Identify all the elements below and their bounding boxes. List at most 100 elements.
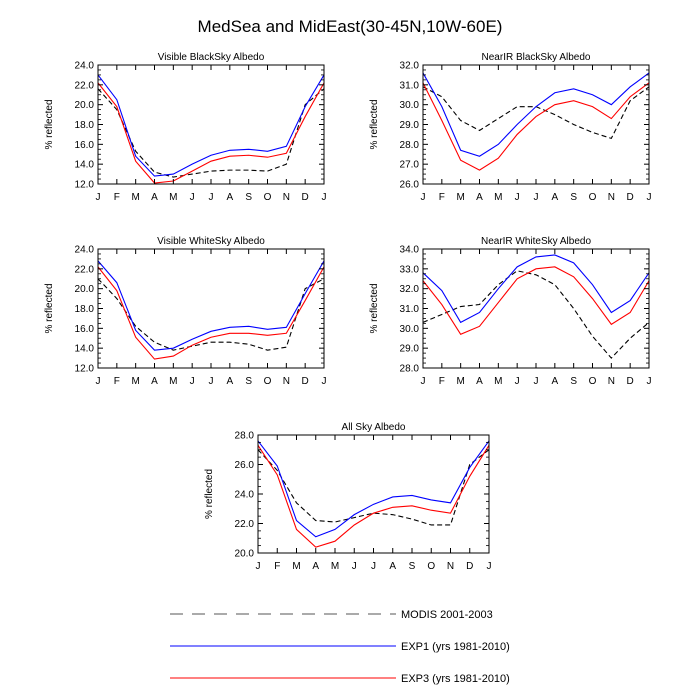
legend-label: EXP3 (yrs 1981-2010) xyxy=(401,673,510,685)
y-tick-label: 14.0 xyxy=(75,344,95,355)
panel-title: All Sky Albedo xyxy=(342,422,406,433)
y-tick-label: 31.0 xyxy=(400,304,420,315)
x-tick-label: N xyxy=(608,192,615,203)
x-tick-label: J xyxy=(256,561,261,572)
series-line-modis xyxy=(257,449,490,526)
x-tick-label: J xyxy=(534,192,539,203)
x-tick-label: J xyxy=(190,192,195,203)
y-tick-label: 22.0 xyxy=(75,80,95,91)
x-tick-label: J xyxy=(647,376,652,387)
y-tick-label: 28.0 xyxy=(400,364,420,375)
panel-title: NearIR BlackSky Albedo xyxy=(482,52,591,63)
y-tick-label: 22.0 xyxy=(75,264,95,275)
y-tick-label: 26.0 xyxy=(235,460,255,471)
x-tick-label: F xyxy=(439,376,445,387)
y-axis-label: % reflected xyxy=(44,283,55,333)
x-tick-label: A xyxy=(151,376,158,387)
y-tick-label: 32.0 xyxy=(400,284,420,295)
x-tick-label: A xyxy=(551,192,558,203)
x-tick-label: M xyxy=(131,376,139,387)
y-tick-label: 14.0 xyxy=(75,160,95,171)
panel-visible-blacksky-albedo: Visible BlackSky Albedo 12.0 14.0 16.0 18.0 2… xyxy=(44,52,327,203)
panel-nearir-whitesky-albedo: NearIR WhiteSky Albedo 28.0 29.0 30.0 31.0 32… xyxy=(369,236,652,387)
x-tick-label: A xyxy=(151,192,158,203)
series-line-exp1 xyxy=(257,440,490,538)
y-tick-label: 31.0 xyxy=(400,80,420,91)
y-axis-label: % reflected xyxy=(44,99,55,149)
x-tick-label: J xyxy=(322,376,327,387)
x-tick-label: S xyxy=(245,376,252,387)
x-tick-label: J xyxy=(421,376,426,387)
series-line-exp3 xyxy=(97,82,325,184)
plot-frame xyxy=(97,248,325,369)
x-tick-label: S xyxy=(570,192,577,203)
x-tick-label: J xyxy=(515,376,520,387)
legend-item-exp1: EXP1 (yrs 1981-2010) xyxy=(170,641,510,653)
x-tick-label: J xyxy=(421,192,426,203)
y-tick-label: 29.0 xyxy=(400,344,420,355)
x-tick-label: O xyxy=(589,376,597,387)
legend: MODIS 2001-2003 EXP1 (yrs 1981-2010) EXP3 … xyxy=(170,609,510,685)
panel-visible-whitesky-albedo: Visible WhiteSky Albedo 12.0 14.0 16.0 18.0 2… xyxy=(44,236,327,387)
x-tick-label: D xyxy=(627,192,634,203)
x-tick-label: A xyxy=(226,192,233,203)
y-tick-label: 18.0 xyxy=(75,304,95,315)
panel-all-sky-albedo: All Sky Albedo 20.0 22.0 24.0 26.0 28.0 J F M A M J… xyxy=(204,422,492,572)
x-tick-label: D xyxy=(466,561,473,572)
figure-title: MedSea and MidEast(30-45N,10W-60E) xyxy=(198,17,503,36)
x-tick-label: M xyxy=(331,561,339,572)
x-tick-label: J xyxy=(190,376,195,387)
y-axis-label: % reflected xyxy=(204,469,215,519)
y-tick-label: 22.0 xyxy=(235,519,255,530)
x-tick-label: F xyxy=(274,561,280,572)
legend-item-exp3: EXP3 (yrs 1981-2010) xyxy=(170,673,510,685)
x-tick-label: D xyxy=(627,376,634,387)
y-tick-label: 16.0 xyxy=(75,140,95,151)
x-tick-label: D xyxy=(302,376,309,387)
y-tick-label: 28.0 xyxy=(235,431,255,442)
x-tick-label: J xyxy=(487,561,492,572)
y-tick-label: 30.0 xyxy=(400,324,420,335)
y-tick-label: 20.0 xyxy=(75,100,95,111)
x-tick-label: M xyxy=(169,376,177,387)
panel-nearir-blacksky-albedo: NearIR BlackSky Albedo 26.0 27.0 28.0 29.0 30… xyxy=(369,52,652,203)
x-tick-label: J xyxy=(96,376,101,387)
x-tick-label: J xyxy=(534,376,539,387)
x-tick-label: J xyxy=(515,192,520,203)
x-tick-label: A xyxy=(389,561,396,572)
series-line-exp3 xyxy=(97,266,325,360)
y-tick-label: 32.0 xyxy=(400,61,420,72)
y-tick-label: 18.0 xyxy=(75,120,95,131)
y-tick-label: 24.0 xyxy=(75,245,95,256)
y-axis-label: % reflected xyxy=(369,283,380,333)
y-tick-label: 16.0 xyxy=(75,324,95,335)
x-tick-label: A xyxy=(312,561,319,572)
y-tick-label: 24.0 xyxy=(235,490,255,501)
x-tick-label: M xyxy=(169,192,177,203)
x-tick-label: M xyxy=(131,192,139,203)
x-tick-label: S xyxy=(570,376,577,387)
series-line-modis xyxy=(422,86,650,140)
x-tick-label: F xyxy=(439,192,445,203)
y-tick-label: 29.0 xyxy=(400,120,420,131)
series-line-modis xyxy=(97,278,325,351)
x-tick-label: M xyxy=(292,561,300,572)
x-tick-label: N xyxy=(283,192,290,203)
plot-frame xyxy=(97,64,325,185)
x-tick-label: S xyxy=(409,561,416,572)
x-tick-label: O xyxy=(264,376,272,387)
series-line-modis xyxy=(422,270,650,359)
series-line-exp1 xyxy=(97,74,325,177)
x-tick-label: A xyxy=(226,376,233,387)
y-axis-label: % reflected xyxy=(369,99,380,149)
y-tick-label: 20.0 xyxy=(75,284,95,295)
x-tick-label: M xyxy=(456,376,464,387)
x-tick-label: J xyxy=(96,192,101,203)
legend-label: EXP1 (yrs 1981-2010) xyxy=(401,641,510,653)
x-tick-label: N xyxy=(608,376,615,387)
x-tick-label: J xyxy=(371,561,376,572)
x-tick-label: D xyxy=(302,192,309,203)
y-tick-label: 33.0 xyxy=(400,264,420,275)
panel-title: Visible WhiteSky Albedo xyxy=(157,236,265,247)
